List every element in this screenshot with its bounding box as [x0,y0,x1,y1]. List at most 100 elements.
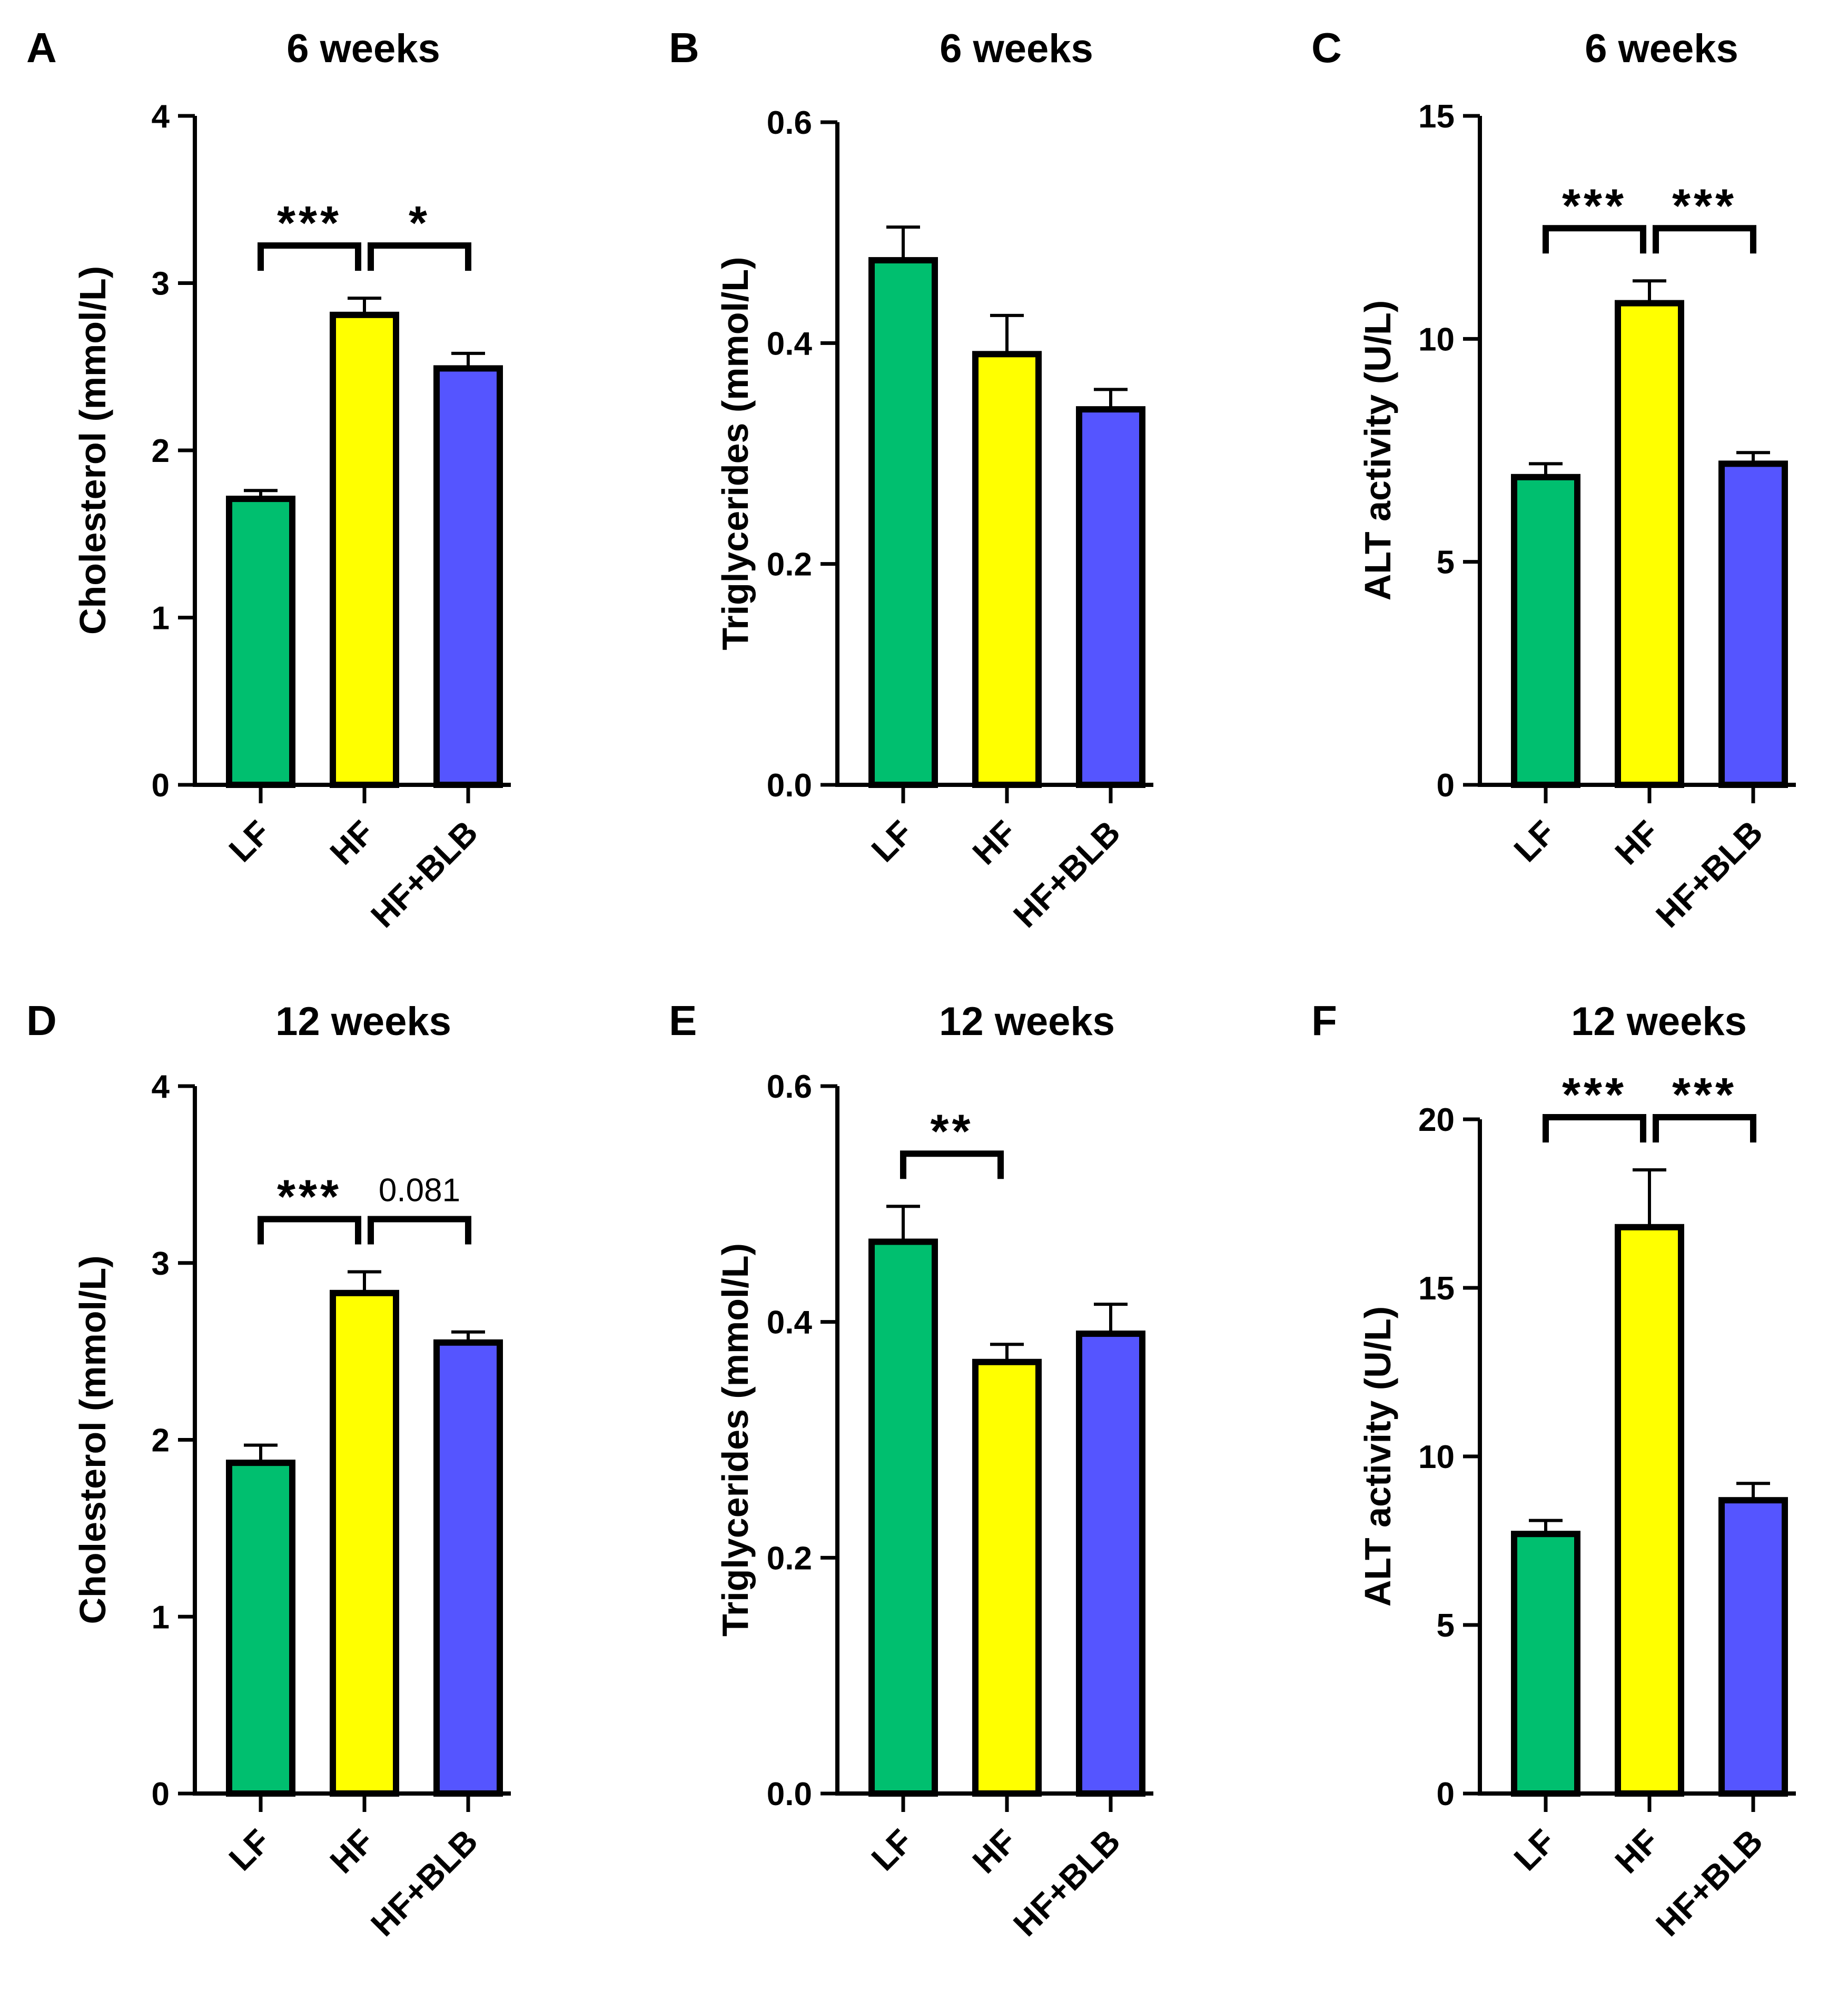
bar-lf [1511,474,1580,788]
category-label: HF+BLB [1648,1822,1770,1944]
bar-hf-blb [1718,1497,1788,1797]
y-axis-label: Cholesterol (mmol/L) [72,1255,113,1624]
significance-label: ** [930,1105,973,1158]
y-tick-label: 4 [152,1069,170,1105]
y-tick-label: 0.6 [767,105,812,141]
significance-bracket [368,1216,471,1245]
y-tick-label: 0.6 [767,1069,812,1105]
y-tick-label: 0.0 [767,767,812,804]
significance-label: *** [277,197,342,250]
chart-title: 6 weeks [1585,26,1738,71]
category-label: HF+BLB [1006,813,1128,935]
bar-hf [1615,1224,1684,1797]
y-tick-label: 0.2 [767,547,812,583]
y-tick-label: 15 [1418,1270,1455,1307]
panel-label: C [1311,24,1342,71]
panel-label: E [669,997,697,1044]
y-tick-label: 10 [1418,321,1455,358]
significance-bracket [1543,1114,1646,1142]
y-tick-label: 0 [152,767,170,804]
y-axis-label: Cholesterol (mmol/L) [72,266,113,635]
panel-F: F 12 weeks 0 5 10 15 20 ALT activity (U/L) LF HFH… [1311,997,1796,1944]
bar-lf [1511,1531,1580,1797]
significance-bracket [258,1216,361,1245]
category-label: HF+BLB [1648,813,1770,935]
y-tick-label: 0 [152,1776,170,1812]
bar-lf [226,496,295,788]
significance-label: *** [1672,1069,1737,1121]
y-tick-label: 5 [1437,545,1455,581]
chart-title: 12 weeks [939,999,1115,1044]
category-label: LF [222,813,278,869]
panel-label: F [1311,997,1337,1044]
bar-lf [868,1238,938,1797]
y-tick-label: 10 [1418,1439,1455,1475]
category-label: LF [864,1822,920,1878]
panel-label: D [26,997,57,1044]
category-label: HF [965,813,1024,872]
significance-label: *** [277,1171,342,1224]
significance-bracket [1653,225,1756,254]
category-label: HF+BLB [363,1822,485,1944]
panel-D: D 12 weeks 0 1 2 3 4 Cholesterol (mmol/L) LF HFHF… [26,997,511,1944]
y-tick-label: 4 [152,98,170,135]
chart-title: 12 weeks [1571,999,1747,1044]
y-tick-label: 0.4 [767,326,813,362]
y-tick-label: 0 [1437,767,1455,804]
bar-hf-blb [1076,406,1145,788]
y-tick-label: 3 [152,266,170,302]
y-tick-label: 0.4 [767,1305,813,1341]
chart-title: 6 weeks [286,26,440,71]
category-label: HF [323,813,381,872]
bar-hf [330,1289,399,1797]
category-label: HF+BLB [363,813,485,935]
y-tick-label: 0.2 [767,1540,812,1577]
significance-bracket [1653,1114,1756,1142]
y-tick-label: 0 [1437,1776,1455,1812]
panel-label: B [669,24,699,71]
panel-A: A 6 weeks 0 1 2 3 4 Cholesterol (mmol/L) LF HFHF+… [26,24,511,935]
panel-label: A [26,24,57,71]
bar-hf-blb [433,1339,503,1797]
bar-hf [330,311,399,788]
chart-title: 12 weeks [275,999,451,1044]
chart-title: 6 weeks [940,26,1093,71]
significance-label: *** [1672,180,1737,232]
significance-bracket [1543,225,1646,254]
bar-lf [868,257,938,789]
y-axis-label: Triglycerides (mmol/L) [715,1243,756,1637]
category-label: LF [1507,813,1563,869]
category-label: HF [1608,1822,1666,1880]
category-label: LF [1507,1822,1563,1878]
significance-bracket [368,242,471,271]
y-tick-label: 15 [1418,98,1455,135]
y-axis-label: Triglycerides (mmol/L) [715,257,756,651]
significance-bracket [900,1150,1004,1179]
bar-hf [972,1358,1042,1797]
bar-hf-blb [433,365,503,788]
y-tick-label: 3 [152,1246,170,1282]
category-label: LF [222,1822,278,1878]
bar-hf-blb [1718,460,1788,788]
significance-label: *** [1562,180,1627,232]
y-tick-label: 20 [1418,1102,1455,1138]
bar-hf-blb [1076,1331,1145,1797]
significance-label: * [409,197,430,250]
significance-bracket [258,242,361,271]
category-label: LF [864,813,920,869]
panel-E: E 12 weeks 0.0 0.2 0.4 0.6 Triglycerides (mmol… [669,997,1153,1944]
y-tick-label: 1 [152,600,170,637]
y-axis-label: ALT activity (U/L) [1357,300,1398,600]
panel-C: C 6 weeks 0 5 10 15 ALT activity (U/L) LF HFHF+B… [1311,24,1796,935]
y-tick-label: 1 [152,1599,170,1636]
y-tick-label: 5 [1437,1608,1455,1644]
bar-hf [1615,300,1684,788]
y-tick-label: 2 [152,1423,170,1459]
category-label: HF+BLB [1006,1822,1128,1944]
bar-hf [972,351,1042,788]
category-label: HF [1608,813,1666,872]
y-axis-label: ALT activity (U/L) [1357,1306,1398,1607]
panel-B: B 6 weeks 0.0 0.2 0.4 0.6 Triglycerides (mmol/… [669,24,1153,935]
category-label: HF [965,1822,1024,1880]
